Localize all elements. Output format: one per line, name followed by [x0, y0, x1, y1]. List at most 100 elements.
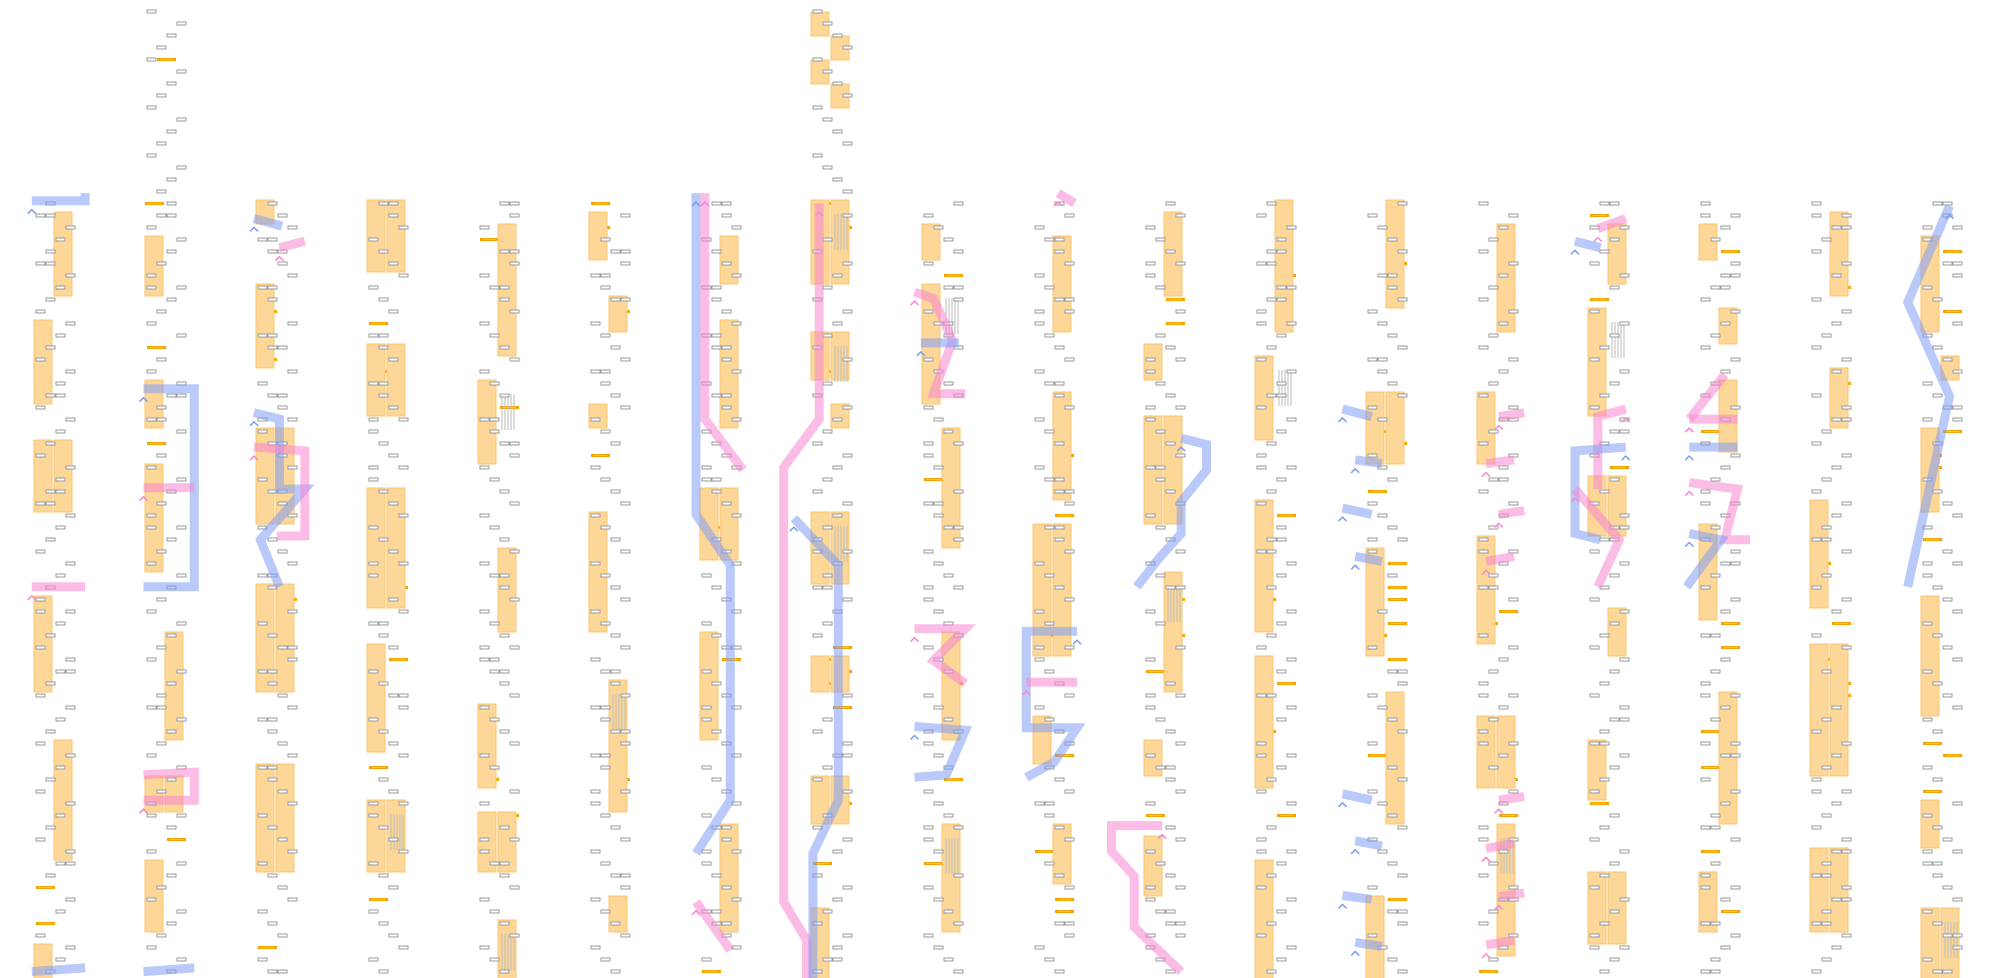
slot-marker	[398, 801, 409, 806]
caret-up-icon	[789, 526, 799, 532]
slot-marker	[832, 513, 843, 518]
slot-marker	[176, 285, 187, 290]
slot-marker	[1952, 609, 1963, 614]
slot-marker	[923, 741, 934, 746]
slot-marker	[1710, 957, 1721, 962]
slot-marker	[1478, 441, 1489, 446]
slot-marker	[1064, 789, 1075, 794]
slot-marker	[701, 573, 712, 578]
slot-marker	[701, 621, 712, 626]
slot-marker	[1054, 237, 1065, 242]
slot-marker	[1932, 633, 1943, 638]
slot-marker	[1034, 801, 1045, 806]
slot-marker	[610, 681, 621, 686]
bar-marker-core	[1946, 251, 1959, 252]
slot-marker	[1367, 309, 1378, 314]
pink-path	[1055, 189, 1077, 208]
slot-marker	[1256, 645, 1267, 650]
slot-marker	[832, 129, 843, 134]
slot-marker	[1619, 225, 1630, 230]
slot-marker	[1145, 273, 1156, 278]
block	[830, 403, 850, 429]
slot-marker	[923, 837, 934, 842]
slot-marker	[1478, 201, 1489, 206]
slot-marker	[1145, 693, 1156, 698]
slot-marker	[388, 405, 399, 410]
slot-marker	[1266, 633, 1277, 638]
caret-up-icon	[138, 495, 149, 502]
slot-marker	[146, 897, 157, 902]
slot-marker	[1589, 693, 1600, 698]
slot-marker	[1397, 873, 1408, 878]
slot-marker	[479, 561, 490, 566]
slot-marker	[711, 489, 722, 494]
slot-marker	[156, 213, 167, 218]
slot-marker	[277, 213, 288, 218]
slot-marker	[287, 753, 298, 758]
slot-marker	[479, 645, 490, 650]
block	[588, 211, 608, 261]
slot-marker	[721, 921, 732, 926]
slot-marker	[388, 837, 399, 842]
slot-marker	[1599, 741, 1610, 746]
slot-marker	[1821, 573, 1832, 578]
slot-marker	[45, 261, 56, 266]
slot-marker	[1276, 909, 1287, 914]
slot-marker	[620, 837, 631, 842]
block	[1587, 739, 1607, 801]
slot-marker	[1599, 681, 1610, 686]
slot-marker	[1165, 345, 1176, 350]
slot-marker	[1488, 285, 1499, 290]
bar-marker-core	[150, 443, 163, 444]
slot-marker	[479, 609, 490, 614]
slot-marker	[1377, 369, 1388, 374]
slot-marker	[1811, 969, 1822, 974]
slot-marker	[1145, 885, 1156, 890]
slot-marker	[600, 525, 611, 530]
slot-marker	[398, 465, 409, 470]
slot-marker	[1811, 249, 1822, 254]
caret-up-icon	[1481, 569, 1491, 575]
slot-marker	[1821, 237, 1832, 242]
slot-marker	[620, 645, 631, 650]
slot-marker	[489, 909, 500, 914]
slot-marker	[1044, 525, 1055, 530]
slot-marker	[1498, 465, 1509, 470]
slot-marker	[1821, 333, 1832, 338]
slot-marker	[1478, 837, 1489, 842]
slot-marker	[1064, 261, 1075, 266]
slot-marker	[176, 477, 187, 482]
slot-marker	[1821, 537, 1832, 542]
slot-marker	[943, 429, 954, 434]
slot-marker	[842, 933, 853, 938]
slot-marker	[1821, 717, 1832, 722]
slot-marker	[610, 633, 621, 638]
slot-marker	[277, 969, 288, 974]
caret-up-icon	[1570, 249, 1580, 255]
slot-marker	[65, 753, 76, 758]
slot-marker	[156, 45, 167, 50]
slot-marker	[1932, 969, 1943, 974]
slot-marker	[1599, 825, 1610, 830]
slot-marker	[499, 201, 510, 206]
slot-marker	[1952, 801, 1963, 806]
slot-marker	[499, 861, 510, 866]
slot-marker	[1922, 813, 1933, 818]
caret-up-icon	[1337, 416, 1348, 423]
pink-path	[143, 767, 199, 805]
slot-marker	[368, 465, 379, 470]
slot-marker	[509, 309, 520, 314]
slot-marker	[1256, 213, 1267, 218]
caret-up-icon	[1337, 515, 1348, 522]
block	[144, 463, 164, 573]
bar-marker-core	[150, 347, 163, 348]
slot-marker	[701, 765, 712, 770]
slot-marker	[287, 513, 298, 518]
slot-marker	[1619, 513, 1630, 518]
slot-marker	[277, 549, 288, 554]
slot-marker	[1841, 897, 1852, 902]
slot-marker	[479, 753, 490, 758]
slot-marker	[1064, 885, 1075, 890]
slot-marker	[267, 777, 278, 782]
slot-marker	[509, 549, 520, 554]
